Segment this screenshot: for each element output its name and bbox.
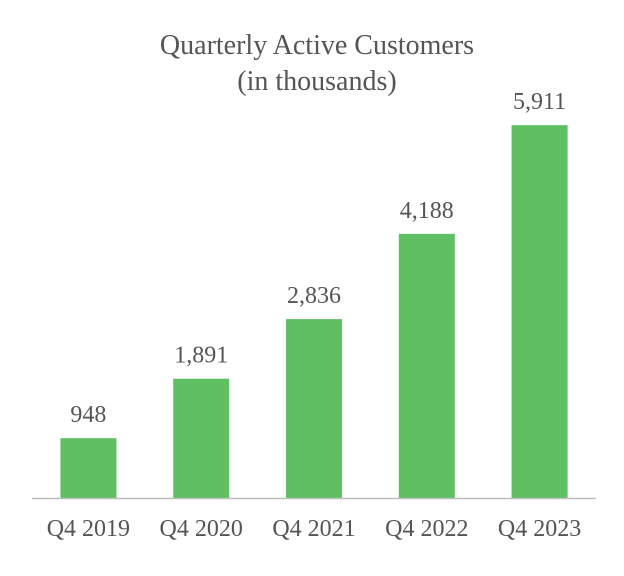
x-tick-label: Q4 2021 [272, 516, 355, 542]
chart-title: Quarterly Active Customers [160, 30, 474, 61]
chart-subtitle: (in thousands) [237, 66, 396, 97]
bars-group [60, 125, 568, 498]
bar-q4-2023 [511, 125, 568, 498]
x-tick-label: Q4 2023 [498, 516, 581, 542]
data-labels-group: 948 1,891 2,836 4,188 5,911 [70, 89, 566, 428]
x-axis-ticks: Q4 2019 Q4 2020 Q4 2021 Q4 2022 Q4 2023 [47, 516, 582, 542]
x-tick-label: Q4 2022 [385, 516, 468, 542]
data-label: 5,911 [513, 89, 566, 115]
bar-q4-2021 [286, 319, 342, 498]
x-tick-label: Q4 2019 [47, 516, 130, 542]
bar-q4-2020 [173, 378, 230, 498]
data-label: 1,891 [174, 343, 228, 369]
data-label: 4,188 [400, 198, 454, 224]
data-label: 2,836 [287, 283, 341, 309]
data-label: 948 [70, 402, 106, 428]
bar-q4-2022 [398, 233, 455, 498]
bar-q4-2019 [60, 438, 117, 498]
x-tick-label: Q4 2020 [160, 516, 243, 542]
